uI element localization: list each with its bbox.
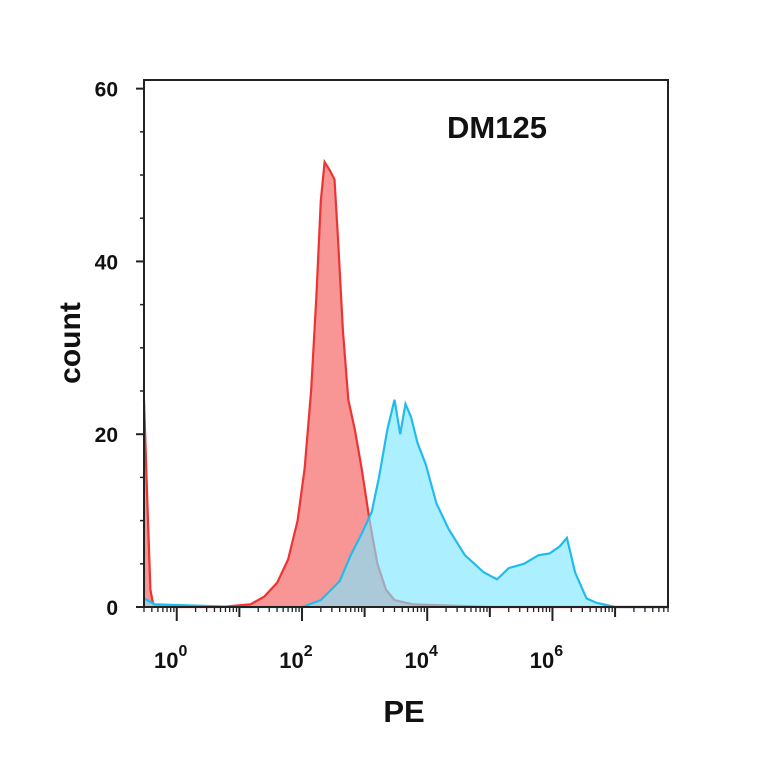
series-2-line [143,399,668,609]
y-tick-label: 40 [95,251,118,274]
axis-layer: 0 20 40 60 100 102 104 106 [95,79,669,673]
y-axis-label: count [54,302,87,384]
series-2-area [144,399,668,607]
y-tick-label: 0 [106,597,118,620]
y-tick-label: 60 [95,79,118,102]
plot-frame [143,79,669,608]
x-tick-label: 104 [405,643,438,673]
chart-title: DM125 [447,110,547,145]
y-tick-label: 20 [95,424,118,447]
x-tick-label: 100 [154,643,187,673]
x-axis-label: PE [383,694,424,729]
x-tick-label: 102 [279,643,312,673]
x-tick-label: 106 [530,643,563,673]
